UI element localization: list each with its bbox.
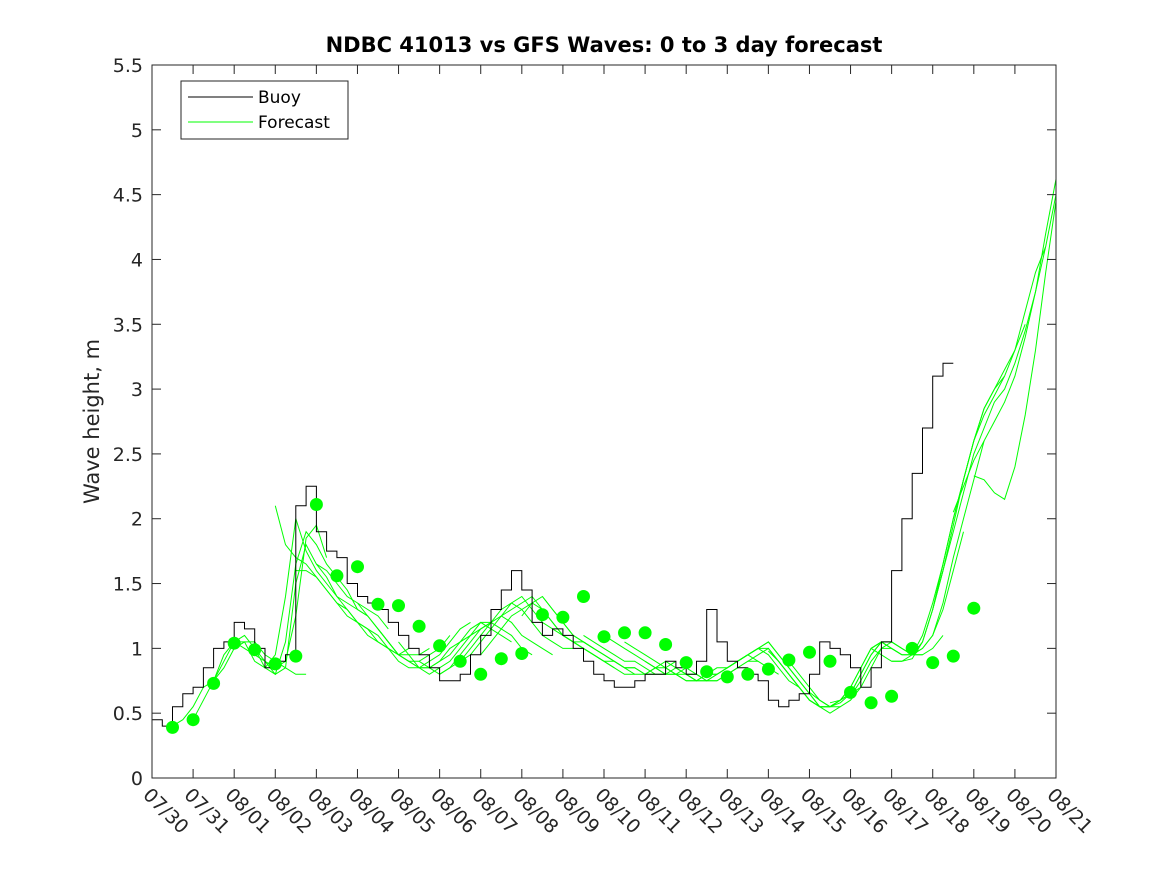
legend: Buoy Forecast — [180, 80, 349, 140]
y-tick-label: 0.5 — [113, 703, 143, 725]
analysis-point — [864, 696, 878, 710]
series-layer — [152, 179, 1057, 734]
plot-area — [152, 65, 1056, 778]
legend-box — [180, 80, 349, 140]
analysis-point — [803, 645, 816, 659]
legend-label-buoy: Buoy — [258, 88, 301, 108]
analysis-point — [967, 601, 981, 615]
analysis-point — [638, 626, 652, 640]
y-tick-label: 5 — [131, 120, 143, 142]
y-tick-label: 3.5 — [113, 314, 143, 336]
y-tick-label: 0 — [131, 768, 143, 790]
analysis-point — [659, 638, 673, 651]
forecast-run-36 — [891, 324, 1026, 662]
forecast-run-37 — [911, 246, 1047, 656]
forecast-run-12 — [398, 621, 533, 675]
analysis-point — [227, 636, 241, 650]
analysis-point — [556, 610, 570, 624]
analysis-point — [618, 626, 631, 640]
analysis-point — [309, 498, 323, 511]
forecast-run-30 — [768, 641, 903, 708]
y-tick-label: 1 — [131, 638, 143, 660]
y-tick-label: 4.5 — [113, 185, 143, 207]
analysis-point — [474, 667, 488, 681]
forecast-run-9 — [336, 602, 471, 669]
analysis-point — [268, 657, 282, 671]
analysis-point — [823, 654, 837, 668]
analysis-point — [577, 590, 590, 603]
analysis-point — [433, 639, 447, 653]
analysis-point — [885, 689, 899, 703]
analysis-point — [207, 676, 221, 690]
analysis-point — [166, 720, 179, 734]
forecast-run-5 — [254, 543, 389, 675]
y-tick-label: 2.5 — [113, 444, 143, 466]
chart-title: NDBC 41013 vs GFS Waves: 0 to 3 day fore… — [326, 33, 883, 57]
analysis-point — [186, 713, 200, 727]
forecast-run-40 — [973, 201, 1057, 501]
y-tick-label: 5.5 — [113, 55, 143, 77]
analysis-point — [453, 654, 467, 668]
analysis-point — [494, 652, 508, 666]
y-tick-label: 4 — [131, 249, 143, 271]
analysis-point — [248, 643, 262, 657]
analysis-point — [330, 569, 344, 583]
analysis-point — [720, 670, 734, 684]
analysis-point — [761, 662, 775, 676]
analysis-point — [700, 665, 714, 679]
analysis-point — [535, 608, 549, 622]
analysis-point — [412, 619, 426, 633]
forecast-run-11 — [377, 621, 512, 669]
analysis-point — [597, 630, 611, 644]
y-tick-label: 1.5 — [113, 574, 143, 596]
analysis-point — [392, 599, 405, 613]
analysis-point — [371, 597, 385, 611]
analysis-point — [844, 685, 857, 699]
analysis-point — [515, 647, 529, 660]
analysis-point — [905, 641, 919, 655]
analysis-point — [926, 656, 940, 670]
analysis-point — [289, 649, 303, 663]
y-axis-label: Wave height, m — [80, 339, 104, 504]
y-tick-label: 2 — [131, 509, 143, 531]
legend-label-forecast: Forecast — [258, 113, 330, 133]
analysis-point — [351, 560, 364, 574]
buoy-series-line — [152, 362, 954, 727]
analysis-point — [679, 656, 693, 670]
forecast-run-39 — [952, 179, 1057, 513]
forecast-run-20 — [562, 634, 697, 682]
analysis-point — [782, 653, 796, 667]
analysis-point — [741, 667, 755, 681]
y-tick-label: 3 — [131, 379, 143, 401]
analysis-point — [946, 649, 960, 663]
